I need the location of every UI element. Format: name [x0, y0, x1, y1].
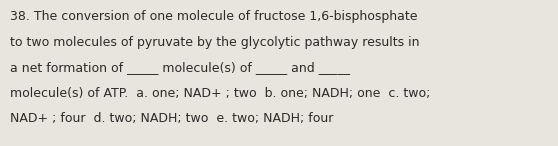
- Text: NAD+ ; four  d. two; NADH; two  e. two; NADH; four: NAD+ ; four d. two; NADH; two e. two; NA…: [10, 112, 334, 125]
- Text: molecule(s) of ATP.  a. one; NAD+ ; two  b. one; NADH; one  c. two;: molecule(s) of ATP. a. one; NAD+ ; two b…: [10, 87, 430, 100]
- Text: a net formation of _____ molecule(s) of _____ and _____: a net formation of _____ molecule(s) of …: [10, 61, 350, 74]
- Text: 38. The conversion of one molecule of fructose 1,6-bisphosphate: 38. The conversion of one molecule of fr…: [10, 10, 417, 23]
- Text: to two molecules of pyruvate by the glycolytic pathway results in: to two molecules of pyruvate by the glyc…: [10, 36, 420, 49]
